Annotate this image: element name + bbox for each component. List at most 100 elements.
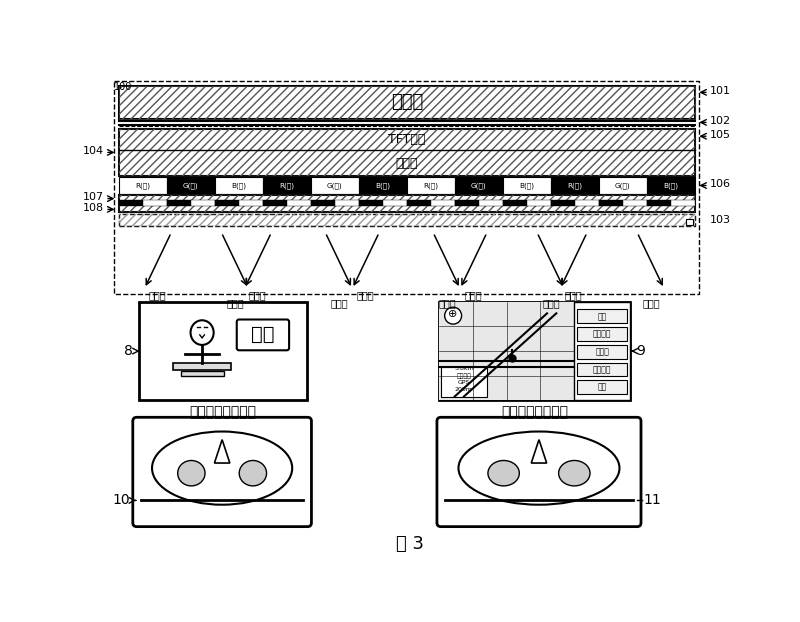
Ellipse shape <box>239 460 266 486</box>
Bar <box>575 200 599 207</box>
Text: 利法调查: 利法调查 <box>456 373 471 379</box>
Text: 背光灯: 背光灯 <box>390 93 423 111</box>
Text: 106: 106 <box>710 179 731 189</box>
Bar <box>455 177 503 194</box>
Ellipse shape <box>458 432 619 504</box>
Text: 广域: 广域 <box>598 383 606 392</box>
Text: （右）驾驶席一侧: （右）驾驶席一侧 <box>502 405 568 419</box>
Bar <box>439 302 574 401</box>
Text: 详细: 详细 <box>598 312 606 321</box>
Bar <box>503 200 527 207</box>
Bar <box>119 195 695 211</box>
Polygon shape <box>214 440 230 463</box>
Bar <box>599 200 623 207</box>
Text: 显示设定: 显示设定 <box>593 330 611 338</box>
Text: B(右): B(右) <box>375 182 390 189</box>
Text: 104: 104 <box>82 146 103 156</box>
Text: G(右): G(右) <box>183 182 198 189</box>
Bar <box>119 195 695 211</box>
Bar <box>599 177 647 194</box>
Text: （右）: （右） <box>330 298 348 308</box>
Text: 10: 10 <box>113 493 130 508</box>
Bar <box>167 177 215 194</box>
Bar <box>139 302 307 401</box>
Text: R(左): R(左) <box>423 182 438 189</box>
Text: G(右): G(右) <box>471 182 486 189</box>
Bar <box>119 214 695 226</box>
FancyBboxPatch shape <box>437 417 641 527</box>
Text: （左）: （左） <box>149 290 166 300</box>
Bar <box>143 200 167 207</box>
Bar <box>287 200 311 207</box>
Text: （右）: （右） <box>542 298 560 308</box>
Text: 105: 105 <box>710 130 731 140</box>
Bar <box>119 86 695 119</box>
Text: （左）副座席一侧: （左）副座席一侧 <box>190 405 256 419</box>
Bar <box>239 200 263 207</box>
Bar <box>263 177 311 194</box>
Text: 103: 103 <box>710 215 731 225</box>
Bar <box>623 200 647 207</box>
Bar <box>407 200 431 207</box>
Bar <box>167 200 191 207</box>
Bar <box>577 363 627 376</box>
Bar <box>407 177 455 194</box>
Bar <box>119 86 695 119</box>
Text: 3.8km: 3.8km <box>454 366 474 371</box>
Text: 基础套: 基础套 <box>595 347 609 356</box>
Text: R(左): R(左) <box>135 182 150 189</box>
Bar <box>551 200 575 207</box>
FancyBboxPatch shape <box>133 417 311 527</box>
Ellipse shape <box>445 307 462 324</box>
Text: B(左): B(左) <box>519 182 534 189</box>
Bar <box>119 129 695 176</box>
Ellipse shape <box>190 320 214 345</box>
Ellipse shape <box>558 460 590 486</box>
Text: G(左): G(左) <box>327 182 342 189</box>
Bar <box>215 177 263 194</box>
Text: 图 3: 图 3 <box>396 536 424 554</box>
Text: 108: 108 <box>82 203 103 213</box>
Text: R(右): R(右) <box>279 182 294 189</box>
Bar <box>311 200 335 207</box>
Text: （左）: （左） <box>464 290 482 300</box>
Bar <box>577 380 627 394</box>
Bar <box>577 310 627 323</box>
Bar <box>431 200 455 207</box>
Bar <box>671 200 695 207</box>
Text: 101: 101 <box>710 86 731 96</box>
Bar <box>551 177 599 194</box>
Bar <box>479 200 503 207</box>
Bar <box>215 200 239 207</box>
Bar <box>173 363 231 369</box>
Bar <box>686 218 694 225</box>
FancyBboxPatch shape <box>237 320 289 350</box>
Text: 液晶层: 液晶层 <box>396 157 418 170</box>
Text: 200m: 200m <box>455 387 473 392</box>
Bar <box>263 200 287 207</box>
Text: R(右): R(右) <box>567 182 582 189</box>
Text: TFT基板: TFT基板 <box>388 133 426 146</box>
Text: 107: 107 <box>82 192 103 202</box>
Polygon shape <box>531 440 546 463</box>
Text: 102: 102 <box>710 116 731 126</box>
Text: B(右): B(右) <box>663 182 678 189</box>
Bar <box>359 177 407 194</box>
Bar <box>311 177 359 194</box>
Bar <box>181 371 224 376</box>
Text: GPS: GPS <box>458 380 470 385</box>
Bar <box>191 200 215 207</box>
Ellipse shape <box>178 460 205 486</box>
Text: 100: 100 <box>114 82 133 92</box>
Text: （左）: （左） <box>565 290 582 300</box>
Bar <box>119 200 143 207</box>
Bar <box>455 200 479 207</box>
Text: B(左): B(左) <box>231 182 246 189</box>
Bar <box>503 177 551 194</box>
Bar <box>119 214 695 226</box>
Ellipse shape <box>488 460 519 486</box>
Bar <box>647 200 671 207</box>
Ellipse shape <box>152 432 292 504</box>
Text: （右）: （右） <box>438 298 456 308</box>
Text: 9: 9 <box>636 344 646 358</box>
